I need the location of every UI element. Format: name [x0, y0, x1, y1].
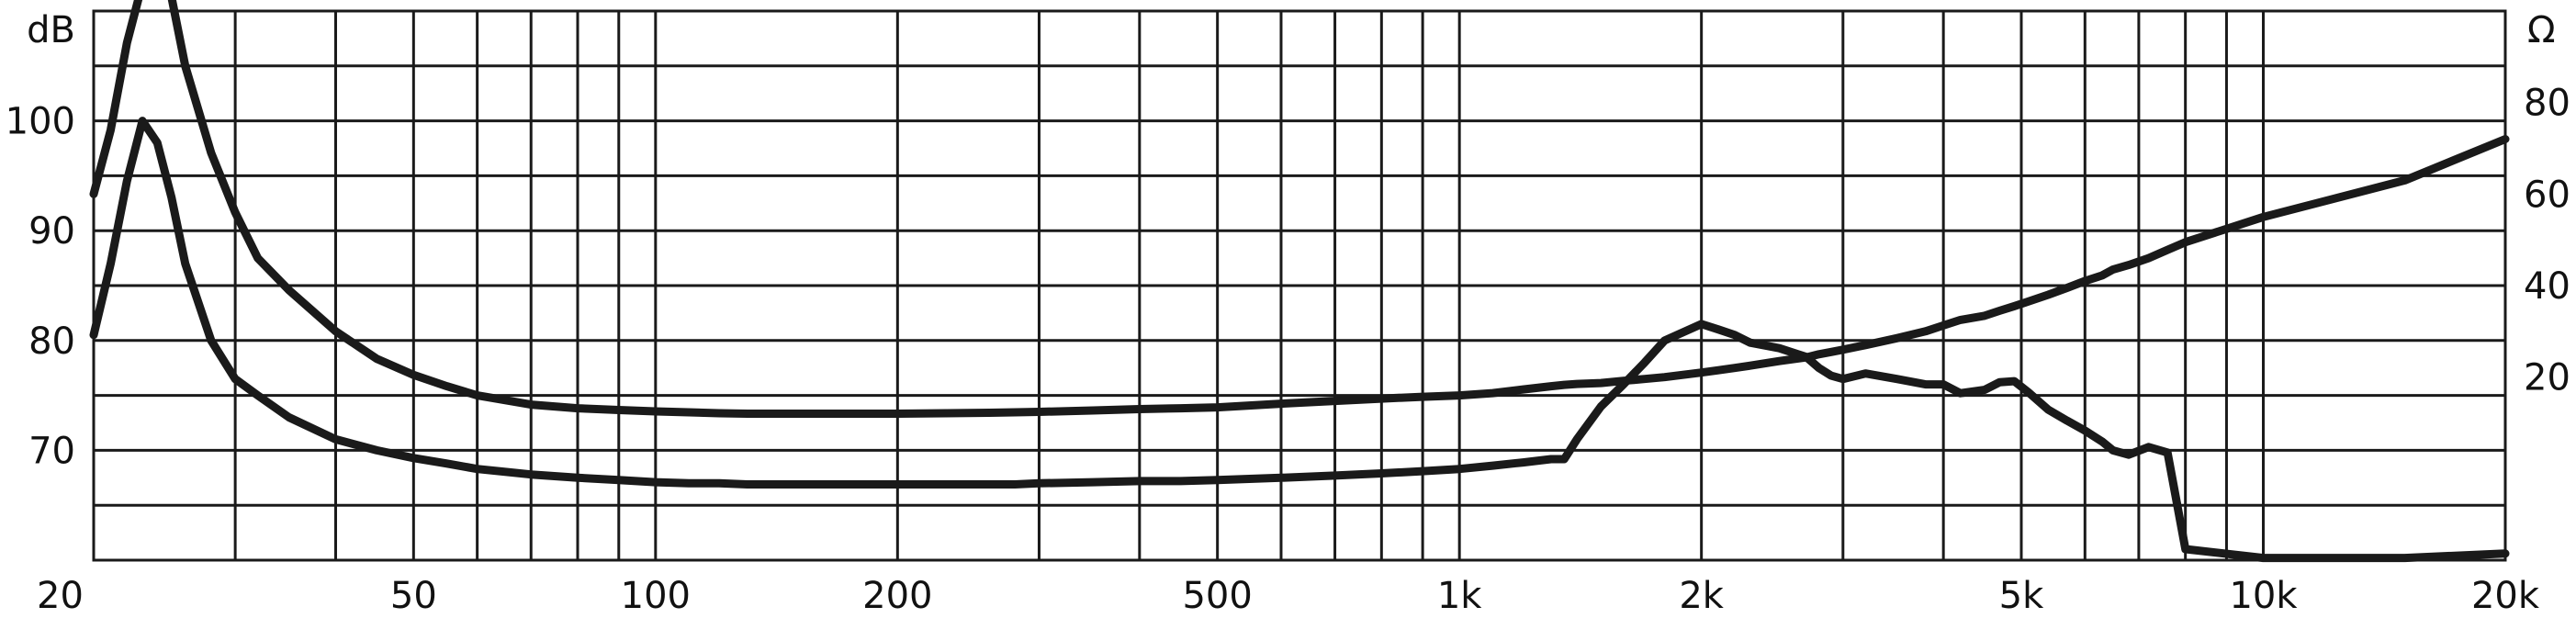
x-tick-label: 5k: [1999, 575, 2044, 617]
right-axis-unit-label: Ω: [2527, 9, 2556, 51]
spl-series-line: [89, 117, 2510, 563]
x-tick-label: 20: [37, 575, 84, 617]
impedance-series-line: [89, 0, 2510, 418]
y-right-tick-label: 60: [2524, 174, 2570, 216]
y-right-tick-label: 80: [2524, 83, 2570, 125]
x-tick-label: 20k: [2471, 575, 2540, 617]
y-right-tick-label: 40: [2524, 265, 2570, 308]
y-left-tick-label: 80: [28, 320, 75, 363]
left-axis-unit-label: dB: [27, 9, 75, 51]
plot-frame: [92, 9, 2507, 562]
y-left-tick-label: 70: [28, 430, 75, 472]
series-group: [89, 0, 2510, 563]
x-tick-label: 10k: [2229, 575, 2298, 617]
x-tick-label: 200: [862, 575, 932, 617]
y-left-tick-label: 90: [28, 210, 75, 253]
y-left-tick-label: 100: [6, 101, 75, 143]
x-tick-label: 50: [390, 575, 437, 617]
y-right-tick-label: 20: [2524, 357, 2570, 399]
x-tick-label: 2k: [1679, 575, 1724, 617]
x-tick-label: 100: [621, 575, 691, 617]
x-tick-label: 1k: [1437, 575, 1482, 617]
grid: [94, 11, 2505, 560]
x-tick-label: 500: [1182, 575, 1252, 617]
axis-labels: dB Ω 20 50 100 200 500 1k 2k 5k 10k 20k 70 80 90 100 2…: [6, 9, 2570, 617]
